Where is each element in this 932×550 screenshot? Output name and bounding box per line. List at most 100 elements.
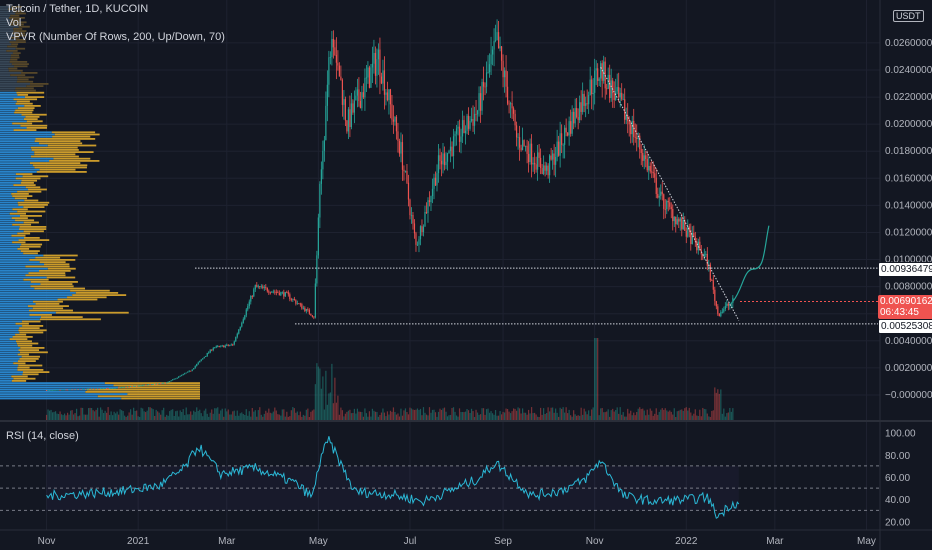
- volume-bar: [714, 387, 716, 420]
- volume-bar: [555, 408, 557, 420]
- volume-bar: [494, 410, 497, 420]
- vp-row-up: [0, 338, 10, 340]
- symbol-legend[interactable]: Telcoin / Tether, 1D, KUCOIN: [6, 3, 149, 15]
- candle-body: [379, 49, 381, 77]
- vp-row-up: [0, 168, 40, 171]
- volume-bar: [107, 407, 109, 420]
- candle-body: [654, 173, 656, 178]
- vp-row-down: [43, 254, 78, 257]
- volume-legend[interactable]: Vol: [6, 17, 22, 29]
- vp-row-up: [0, 267, 48, 270]
- volume-bar: [601, 408, 603, 420]
- volume-bar: [233, 410, 235, 420]
- candle-body: [676, 219, 678, 225]
- candle-body: [457, 126, 459, 129]
- vp-row-up: [0, 193, 12, 195]
- vp-row-down: [10, 14, 20, 17]
- rsi-legend[interactable]: RSI (14, close): [6, 430, 79, 442]
- candle-body: [484, 86, 486, 88]
- candle-body: [555, 157, 557, 165]
- vp-row-up: [0, 72, 22, 74]
- vp-row-up: [0, 353, 18, 356]
- volume-bar: [149, 407, 151, 420]
- volume-bar: [84, 414, 87, 420]
- volume-bar: [362, 416, 365, 420]
- candle-body: [212, 348, 214, 351]
- vp-row-down: [24, 199, 39, 202]
- vp-row-down: [39, 318, 101, 321]
- volume-bar: [226, 411, 228, 420]
- candle-body: [148, 384, 150, 386]
- vp-row-down: [16, 342, 39, 345]
- vp-row-down: [9, 338, 28, 340]
- candle-body: [464, 130, 467, 133]
- vp-row-down: [104, 382, 200, 384]
- vp-row-down: [49, 160, 100, 162]
- volume-bar: [242, 413, 244, 420]
- candle-body: [531, 143, 533, 165]
- trendline: [600, 67, 740, 321]
- volume-bar: [597, 338, 599, 420]
- volume-bar: [283, 409, 285, 420]
- candle-body: [185, 372, 187, 374]
- candle-body: [514, 113, 516, 126]
- vp-row-up: [0, 298, 58, 301]
- volume-bar: [418, 409, 420, 420]
- volume-bar: [116, 411, 118, 420]
- vp-row-up: [0, 316, 41, 318]
- vp-row-down: [10, 23, 24, 26]
- candle-body: [717, 306, 719, 314]
- candle-body: [715, 301, 717, 307]
- candle-body: [382, 70, 384, 84]
- vp-row-up: [0, 296, 68, 299]
- volume-bar: [497, 415, 500, 420]
- vp-row-up: [0, 184, 14, 186]
- volume-bar: [479, 414, 482, 420]
- vp-row-up: [0, 63, 12, 65]
- volume-bar: [364, 408, 366, 420]
- vp-row-up: [0, 177, 16, 180]
- volume-bar: [191, 414, 193, 420]
- volume-bar: [640, 409, 642, 420]
- candle-body: [316, 255, 318, 284]
- vp-row-up: [0, 85, 27, 87]
- volume-bar: [200, 413, 202, 420]
- candle-body: [428, 200, 431, 203]
- volume-bar: [577, 415, 579, 420]
- vp-row-up: [0, 10, 13, 13]
- candle-body: [720, 312, 722, 317]
- candle-body: [497, 32, 500, 49]
- volume-bar: [529, 413, 531, 420]
- vpvr-legend[interactable]: VPVR (Number Of Rows, 200, Up/Down, 70): [6, 31, 225, 43]
- vp-row-down: [15, 87, 34, 90]
- vp-row-down: [47, 144, 97, 147]
- candle-body: [389, 89, 392, 105]
- candle-body: [313, 316, 315, 318]
- candle-body: [624, 99, 626, 120]
- volume-bar: [624, 416, 626, 420]
- volume-bar: [259, 407, 261, 420]
- vp-row-up: [0, 151, 35, 153]
- vp-row-up: [0, 294, 73, 296]
- vp-row-down: [17, 78, 29, 81]
- candle-body: [473, 113, 476, 126]
- vp-row-down: [19, 226, 47, 228]
- currency-badge[interactable]: USDT: [893, 10, 924, 22]
- volume-bar: [329, 392, 331, 420]
- volume-bar: [515, 410, 518, 420]
- volume-bar: [341, 410, 343, 420]
- volume-bar: [636, 412, 638, 420]
- volume-bar: [197, 410, 199, 420]
- volume-bar: [295, 412, 297, 420]
- vp-row-up: [0, 118, 24, 120]
- vp-row-down: [17, 210, 46, 213]
- volume-bar: [646, 409, 648, 420]
- vp-row-up: [0, 388, 87, 391]
- volume-bar: [205, 408, 207, 420]
- candle-body: [690, 230, 692, 245]
- candle-body: [392, 119, 395, 122]
- candle-body: [628, 121, 630, 125]
- volume-bar: [178, 416, 180, 420]
